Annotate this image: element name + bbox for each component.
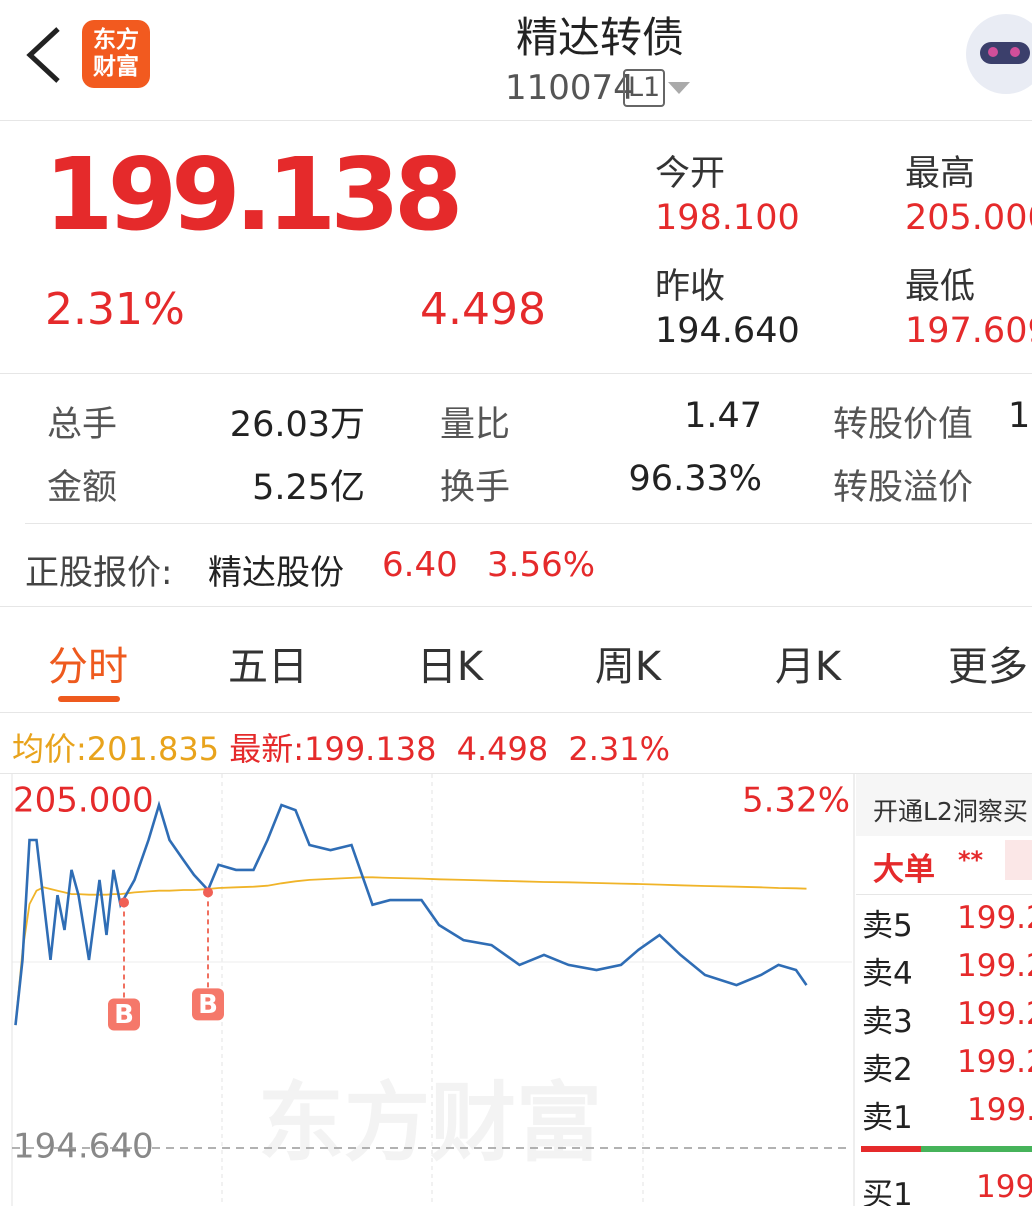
price-line: [14, 876, 807, 1026]
annotation-dot: [119, 897, 129, 908]
info-change-pct: 2.31%: [568, 730, 671, 768]
change-pct: 2.31%: [45, 284, 185, 335]
stat-value: 197.609: [905, 311, 1032, 351]
divider: [0, 373, 1032, 374]
ask-price: 199.2: [957, 1044, 1032, 1080]
bid-price: 199: [976, 1169, 1032, 1205]
annotation-box: [108, 998, 140, 1031]
stat-label: 最低: [905, 267, 976, 307]
price-line: [14, 800, 808, 1026]
detail-label: 转股价值: [833, 405, 974, 445]
detail-value: 96.33%: [628, 459, 762, 499]
ask-price: 199.2: [957, 996, 1032, 1032]
ask-label: 卖4: [862, 956, 913, 992]
ask-price: 199.2: [957, 900, 1032, 936]
change: 4.498: [420, 284, 546, 335]
detail-value: 26.03万: [229, 405, 365, 445]
detail-label: 量比: [440, 405, 511, 445]
latest: 199.138: [304, 730, 437, 768]
avg-label: 均价:: [12, 730, 87, 768]
ask-label: 卖2: [862, 1052, 913, 1088]
latest-label: 最新:: [229, 730, 305, 768]
annotation-dot: [203, 887, 213, 898]
ask-price: 199.1: [967, 1092, 1032, 1128]
ratio-bar: [921, 1146, 1032, 1152]
code: 110074: [505, 68, 635, 108]
banner-bg: [856, 774, 1032, 836]
tab[interactable]: 分时: [48, 644, 128, 690]
detail-value: 18: [1008, 396, 1032, 436]
stat-value: 198.100: [655, 198, 800, 238]
underlying-name[interactable]: 精达股份: [208, 553, 344, 593]
detail-label: 总手: [47, 405, 118, 445]
info-change: 4.498: [456, 730, 549, 768]
stat-value: 194.640: [655, 311, 800, 351]
big-label: 大单: [873, 852, 935, 888]
stat-label: 今开: [655, 154, 726, 194]
tab[interactable]: 日K: [416, 644, 484, 690]
divider: [0, 120, 1032, 121]
detail-value: 1.47: [684, 396, 762, 436]
underlying-change: 3.56%: [487, 545, 596, 585]
tab[interactable]: 更多: [948, 644, 1028, 690]
stat-label: 最高: [905, 154, 976, 194]
annotation-label: B: [114, 1000, 134, 1030]
tab[interactable]: 周K: [594, 644, 662, 690]
detail-label: 换手: [440, 468, 511, 508]
watermark: 东方财富: [258, 1073, 602, 1173]
detail-label: 转股溢价: [833, 468, 974, 508]
annotation-label: B: [198, 990, 218, 1020]
chart: 东方财富 5.32% 205.000 194.640 B B: [11, 774, 855, 1206]
divider: [0, 606, 1032, 607]
tab[interactable]: 月K: [774, 644, 842, 690]
annotation-box: [192, 988, 224, 1021]
big-value: **: [958, 846, 984, 874]
back-icon[interactable]: [22, 25, 66, 85]
stat-value: 205.000: [905, 198, 1032, 238]
ratio-bar: [861, 1146, 921, 1152]
underlying-price: 6.40: [382, 545, 458, 585]
price: 199.138: [44, 136, 463, 253]
y-tick-label: 205.000: [13, 781, 154, 821]
order-book: 开通L2洞察买 大单 ** 卖5 199.2 卖4 199.2 卖3 199.2 卖2 199…: [856, 774, 1032, 1206]
divider: [856, 894, 1032, 895]
ask-label: 卖1: [862, 1100, 913, 1136]
ask-label: 卖5: [862, 908, 913, 944]
info-bar: 均价:201.835 最新:199.138 4.498 2.31%: [12, 724, 670, 770]
logo-text: 东方: [93, 27, 139, 53]
right-label: 5.32%: [742, 781, 850, 821]
stat-label: 昨收: [655, 267, 726, 307]
tab-indicator: [58, 696, 120, 702]
ask-price: 199.2: [957, 948, 1032, 984]
avg: 201.835: [86, 730, 220, 768]
dropdown-icon[interactable]: [666, 80, 692, 96]
banner[interactable]: 开通L2洞察买: [873, 797, 1028, 826]
big-bar: [1005, 840, 1032, 880]
tab[interactable]: 五日: [228, 644, 308, 690]
y-tick-label: 194.640: [13, 1127, 154, 1167]
avatar[interactable]: [966, 14, 1032, 94]
divider: [0, 773, 1032, 774]
divider: [25, 523, 1032, 524]
title: 精达转债: [515, 13, 684, 62]
bid-label: 买1: [862, 1177, 913, 1206]
logo[interactable]: 东方 财富: [82, 20, 150, 88]
divider: [0, 712, 1032, 713]
detail-label: 金额: [47, 468, 118, 508]
logo-text: 财富: [93, 54, 139, 80]
ask-label: 卖3: [862, 1004, 913, 1040]
badge: L1: [623, 69, 666, 107]
detail-value: 5.25亿: [252, 468, 365, 508]
underlying-label: 正股报价:: [25, 553, 173, 593]
